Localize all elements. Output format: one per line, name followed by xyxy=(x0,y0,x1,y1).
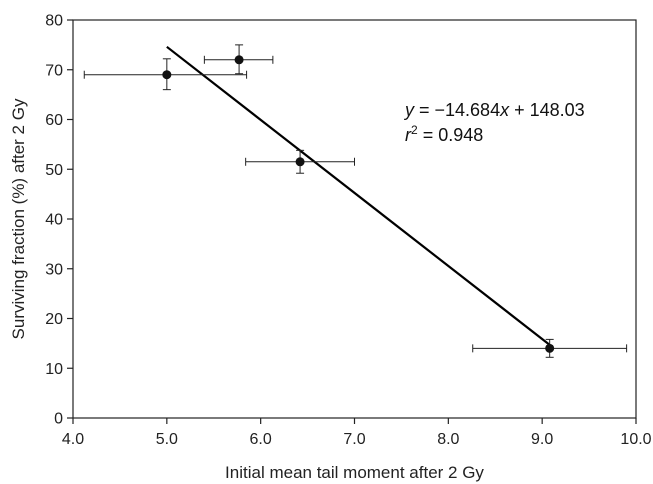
y-tick-label: 50 xyxy=(45,162,63,179)
x-axis-ticks: 4.0 5.0 6.0 7.0 8.0 9.0 10.0 xyxy=(62,418,652,448)
data-point-marker xyxy=(545,343,555,353)
y-tick-label: 80 xyxy=(45,13,63,30)
equation-y-var: y xyxy=(403,100,415,120)
data-point-group xyxy=(472,338,628,358)
y-tick-label: 30 xyxy=(45,261,63,278)
data-point-marker xyxy=(162,70,172,80)
x-axis-title: Initial mean tail moment after 2 Gy xyxy=(225,463,484,482)
x-tick-label: 10.0 xyxy=(620,431,651,448)
data-point-group xyxy=(83,58,248,91)
data-points xyxy=(83,44,628,358)
x-tick-label: 9.0 xyxy=(531,431,553,448)
equation-rhs-post: + 148.03 xyxy=(509,100,585,120)
y-tick-label: 10 xyxy=(45,361,63,378)
y-tick-label: 20 xyxy=(45,311,63,328)
x-tick-label: 5.0 xyxy=(156,431,178,448)
r2-exponent: 2 xyxy=(411,123,418,137)
data-point-marker xyxy=(295,157,305,167)
axes xyxy=(72,19,637,419)
fit-line-group xyxy=(166,45,551,346)
x-tick-label: 8.0 xyxy=(437,431,459,448)
regression-equation: y = −14.684x + 148.03 xyxy=(403,100,585,120)
y-axis-title: Surviving fraction (%) after 2 Gy xyxy=(9,98,28,339)
r2-value: = 0.948 xyxy=(418,125,484,145)
y-tick-label: 40 xyxy=(45,212,63,229)
r2-var: r xyxy=(405,125,412,145)
data-point-group xyxy=(203,44,274,75)
plot-area-frame xyxy=(72,19,637,419)
regression-line xyxy=(166,45,551,346)
y-tick-label: 0 xyxy=(54,411,63,428)
x-tick-label: 4.0 xyxy=(62,431,84,448)
y-tick-label: 70 xyxy=(45,62,63,79)
data-point-group xyxy=(245,149,355,174)
y-tick-label: 60 xyxy=(45,112,63,129)
data-point-marker xyxy=(234,55,244,65)
x-tick-label: 6.0 xyxy=(250,431,272,448)
x-tick-label: 7.0 xyxy=(343,431,365,448)
r-squared-annotation: r2 = 0.948 xyxy=(405,123,483,145)
equation-rhs-pre: = −14.684 xyxy=(414,100,500,120)
equation-x-var: x xyxy=(499,100,510,120)
y-axis-ticks: 0 10 20 30 40 50 60 70 80 xyxy=(45,13,73,428)
